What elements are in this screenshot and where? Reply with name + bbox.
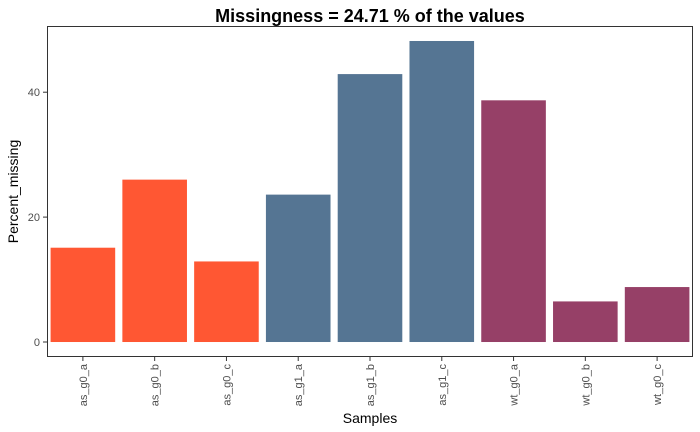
- bar-as_g1_a: [265, 194, 331, 343]
- y-tick-label-40: 40: [28, 87, 40, 99]
- x-tick-label-as_g0_a: as_g0_a: [78, 363, 90, 406]
- x-tick-label-wt_g0_c: wt_g0_c: [652, 364, 664, 406]
- bar-as_g1_c: [409, 40, 475, 343]
- bar-wt_g0_b: [553, 301, 618, 343]
- x-tick-label-as_g1_a: as_g1_a: [293, 363, 305, 406]
- plot-panel: [47, 26, 693, 357]
- y-tick-label-0: 0: [34, 337, 40, 349]
- x-tick-label-wt_g0_a: wt_g0_a: [509, 363, 521, 406]
- x-tick-label-wt_g0_b: wt_g0_b: [580, 364, 592, 407]
- x-axis: as_g0_a as_g0_b as_g0_c as_g1_a as_g1_b as_g1…: [78, 357, 664, 407]
- y-tick-label-20: 20: [28, 212, 40, 224]
- x-tick-label-as_g0_b: as_g0_b: [150, 364, 162, 406]
- bar-as_g1_b: [337, 74, 403, 343]
- x-tick-label-as_g1_c: as_g1_c: [437, 364, 449, 406]
- chart-title: Missingness = 24.71 % of the values: [215, 6, 525, 26]
- bar-wt_g0_c: [624, 287, 690, 343]
- bars-group: [50, 40, 690, 343]
- x-tick-label-as_g0_c: as_g0_c: [221, 364, 233, 406]
- y-axis: 0 20 40: [28, 87, 47, 349]
- bar-as_g0_b: [122, 179, 187, 343]
- y-axis-title: Percent_missing: [5, 140, 21, 244]
- x-tick-label-as_g1_b: as_g1_b: [365, 364, 377, 406]
- x-axis-title: Samples: [343, 410, 397, 426]
- bar-as_g0_c: [194, 261, 259, 343]
- bar-as_g0_a: [50, 247, 116, 343]
- bar-wt_g0_a: [481, 100, 546, 343]
